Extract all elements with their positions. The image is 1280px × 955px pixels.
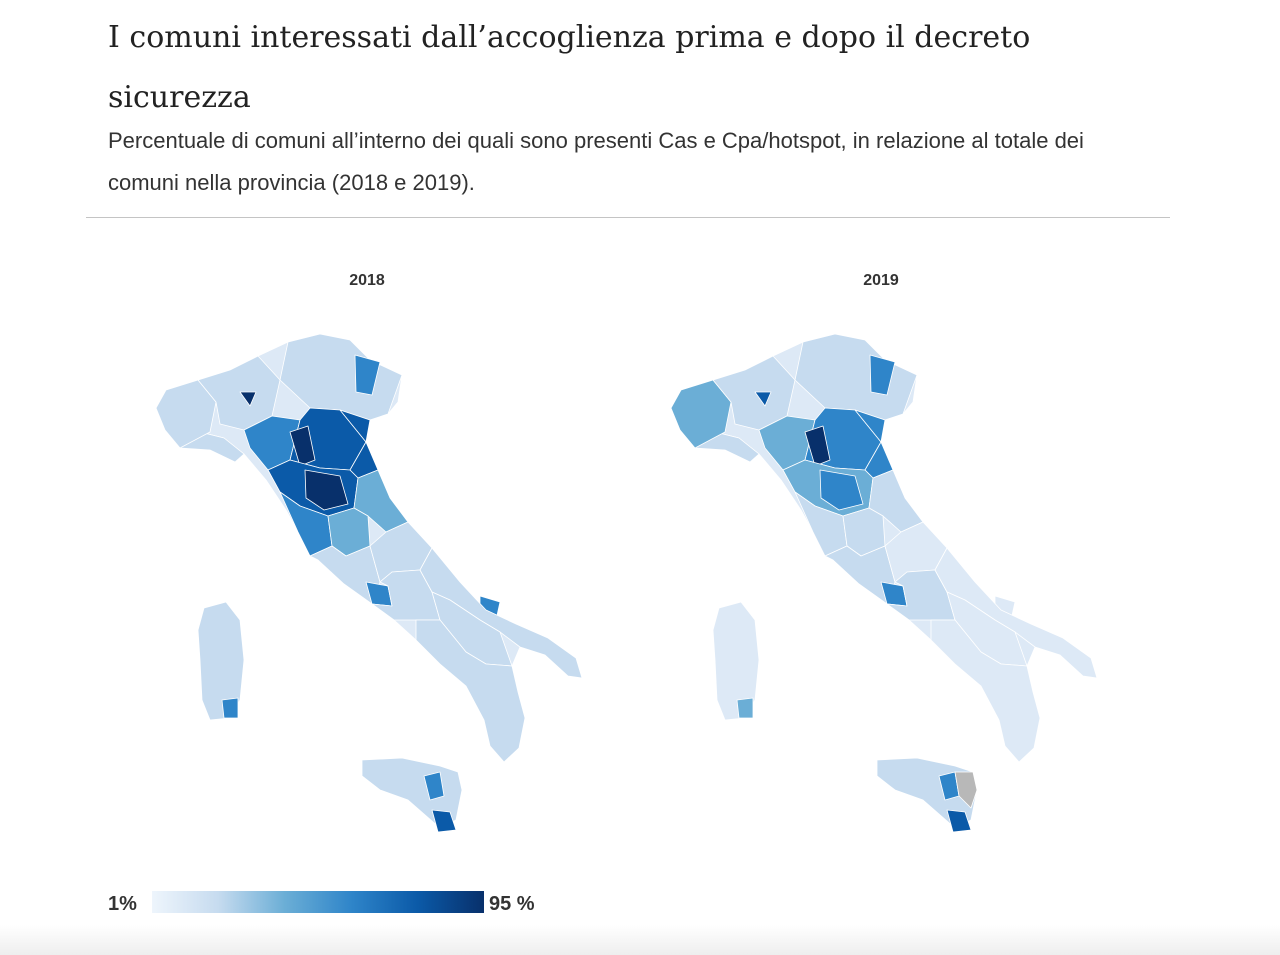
- region-sicilia-siracusa: [946, 809, 972, 833]
- region-trentino-piave: [869, 354, 896, 396]
- region-veneto: [279, 333, 403, 421]
- region-emilia-dark: [804, 425, 831, 467]
- region-trentino-piave: [354, 354, 381, 396]
- region-emilia-dark: [289, 425, 316, 467]
- italy-map-2018: [155, 333, 583, 833]
- legend-max-label: 95 %: [489, 893, 535, 915]
- region-calabria: [930, 619, 1041, 763]
- panel-label-2018: 2018: [349, 272, 385, 289]
- region-sardegna-south: [221, 697, 239, 719]
- region-aosta: [239, 391, 257, 407]
- page-bottom-shade: [0, 925, 1280, 955]
- region-sardegna-south: [736, 697, 754, 719]
- region-calabria: [415, 619, 526, 763]
- chart-title: I comuni interessati dall’accoglienza pr…: [108, 20, 1031, 115]
- chart-subtitle: Percentuale di comuni all’interno dei qu…: [108, 128, 1084, 195]
- region-sicilia-catania: [423, 771, 445, 801]
- region-sicilia-nodata: [954, 771, 978, 809]
- region-sicilia-siracusa: [431, 809, 457, 833]
- legend-min-label: 1%: [108, 893, 137, 915]
- legend-color-scale: [152, 891, 484, 913]
- legend-gradient: [152, 891, 484, 913]
- title-divider: [86, 217, 1170, 218]
- italy-map-2019: [670, 333, 1098, 833]
- region-veneto: [794, 333, 918, 421]
- region-toscana-dark: [819, 469, 864, 511]
- region-toscana-dark: [304, 469, 349, 511]
- region-aosta: [754, 391, 772, 407]
- panel-label-2019: 2019: [863, 272, 899, 289]
